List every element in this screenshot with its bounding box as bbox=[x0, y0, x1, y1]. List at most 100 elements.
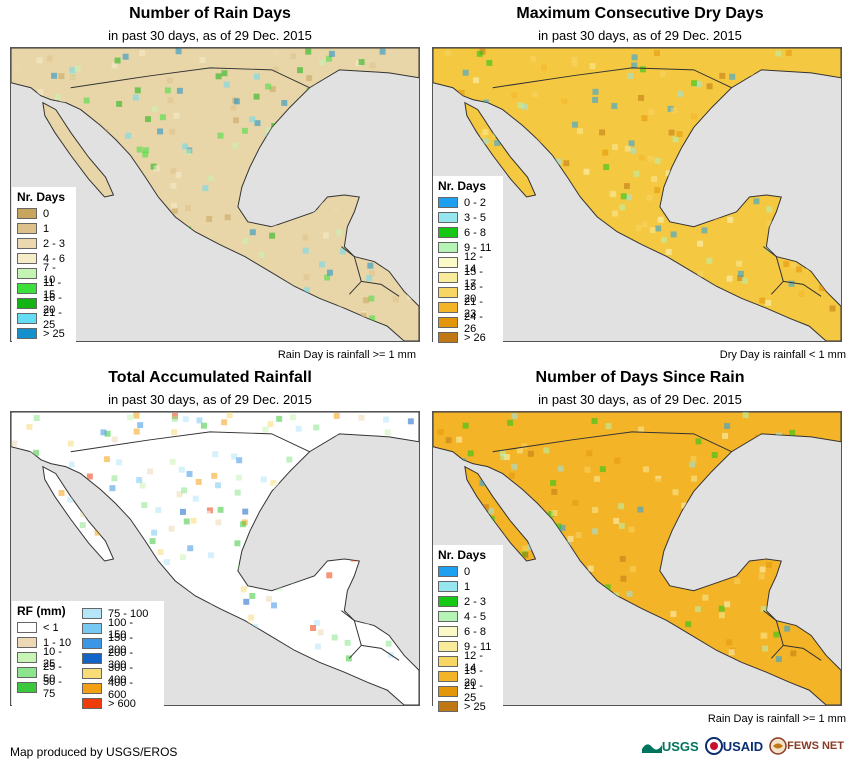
data-cell bbox=[136, 146, 143, 153]
data-cell bbox=[741, 277, 748, 284]
data-cell bbox=[151, 529, 158, 536]
land-baja-california bbox=[464, 465, 537, 562]
data-cell bbox=[548, 511, 555, 518]
legend-item: 11 - 15 bbox=[17, 277, 71, 301]
data-cell bbox=[333, 412, 340, 419]
data-cell bbox=[764, 299, 771, 306]
data-cell bbox=[69, 67, 76, 74]
data-cell bbox=[726, 639, 733, 646]
legend-swatch bbox=[17, 682, 37, 693]
legend-swatch bbox=[438, 212, 458, 223]
data-cell bbox=[594, 475, 601, 482]
legend-item: 25 - 50 bbox=[17, 661, 76, 685]
data-cell bbox=[163, 559, 170, 566]
data-cell bbox=[196, 417, 203, 424]
data-cell bbox=[235, 474, 242, 481]
data-cell bbox=[33, 415, 40, 422]
data-cell bbox=[271, 602, 277, 609]
data-cell bbox=[759, 566, 766, 573]
legend-label: 2 - 3 bbox=[464, 595, 487, 608]
data-cell bbox=[626, 447, 633, 454]
data-cell bbox=[657, 216, 664, 223]
legend-label: 4 - 6 bbox=[43, 252, 66, 265]
data-cell bbox=[127, 414, 134, 421]
data-cell bbox=[646, 194, 653, 201]
legend-item: > 26 bbox=[438, 330, 498, 345]
legend-label: 3 - 5 bbox=[464, 211, 487, 224]
panel-title: Number of Days Since Rain bbox=[535, 369, 745, 386]
legend-swatch bbox=[82, 653, 103, 664]
legend-swatch bbox=[82, 668, 103, 679]
data-cell bbox=[672, 489, 679, 496]
data-cell bbox=[141, 502, 148, 509]
data-cell bbox=[254, 120, 261, 127]
data-cell bbox=[341, 612, 348, 619]
legend-item: 0 bbox=[17, 206, 71, 221]
data-cell bbox=[798, 290, 805, 297]
legend-label: 6 - 8 bbox=[464, 226, 487, 239]
data-cell bbox=[286, 456, 293, 463]
legend-swatch bbox=[438, 641, 458, 652]
data-cell bbox=[530, 55, 537, 62]
data-cell bbox=[638, 94, 645, 101]
data-cell bbox=[385, 640, 392, 647]
legend-label: > 26 bbox=[464, 331, 486, 344]
data-cell bbox=[584, 466, 591, 473]
legend-item: 9 - 11 bbox=[438, 639, 498, 654]
data-cell bbox=[690, 455, 697, 462]
data-cell bbox=[358, 59, 365, 66]
data-cell bbox=[760, 606, 767, 613]
legend-swatch bbox=[17, 652, 37, 663]
data-cell bbox=[134, 87, 141, 94]
data-cell bbox=[619, 204, 626, 211]
legend-label: 25 - 50 bbox=[43, 660, 62, 685]
data-cell bbox=[366, 275, 373, 282]
legend-item: 0 - 2 bbox=[438, 195, 498, 210]
map-credit: Map produced by USGS/EROS bbox=[10, 745, 178, 759]
data-cell bbox=[133, 412, 140, 419]
data-cell bbox=[631, 62, 638, 69]
data-cell bbox=[559, 524, 566, 531]
legend-item: 15 - 17 bbox=[438, 266, 498, 290]
legend-swatch bbox=[17, 637, 37, 648]
data-cell bbox=[171, 429, 178, 436]
country-border bbox=[361, 280, 400, 297]
map-rain-days bbox=[10, 47, 420, 342]
data-cell bbox=[691, 113, 698, 120]
legend-swatch bbox=[17, 238, 37, 249]
legend-label: 0 bbox=[43, 207, 50, 220]
data-cell bbox=[722, 432, 729, 439]
land-mainland bbox=[11, 48, 419, 341]
data-cell bbox=[221, 70, 228, 77]
data-cell bbox=[651, 176, 658, 183]
legend-item: 50 - 75 bbox=[17, 676, 76, 700]
data-cell bbox=[74, 459, 81, 466]
data-cell bbox=[86, 473, 93, 480]
data-cell bbox=[667, 105, 674, 112]
data-cell bbox=[620, 575, 627, 582]
legend-swatch bbox=[17, 268, 37, 279]
data-cell bbox=[587, 565, 594, 572]
data-cell bbox=[249, 229, 256, 236]
legend-item: 10 - 25 bbox=[17, 646, 76, 670]
data-cell bbox=[467, 450, 474, 457]
data-cell bbox=[543, 447, 550, 454]
legend-label: 11 - 15 bbox=[43, 276, 62, 301]
data-cell bbox=[171, 207, 178, 214]
data-cell bbox=[677, 414, 684, 421]
data-cell bbox=[591, 418, 598, 425]
data-cell bbox=[563, 160, 570, 167]
data-cell bbox=[166, 77, 173, 84]
data-cell bbox=[612, 144, 618, 151]
data-cell bbox=[592, 96, 599, 103]
data-cell bbox=[215, 73, 222, 80]
data-cell bbox=[670, 610, 677, 617]
data-cell bbox=[695, 438, 702, 445]
data-cell bbox=[655, 225, 662, 232]
data-cell bbox=[313, 424, 320, 431]
data-cell bbox=[790, 650, 797, 657]
data-cell bbox=[618, 522, 625, 529]
data-cell bbox=[641, 221, 648, 228]
data-cell bbox=[789, 429, 796, 436]
data-cell bbox=[681, 502, 688, 509]
